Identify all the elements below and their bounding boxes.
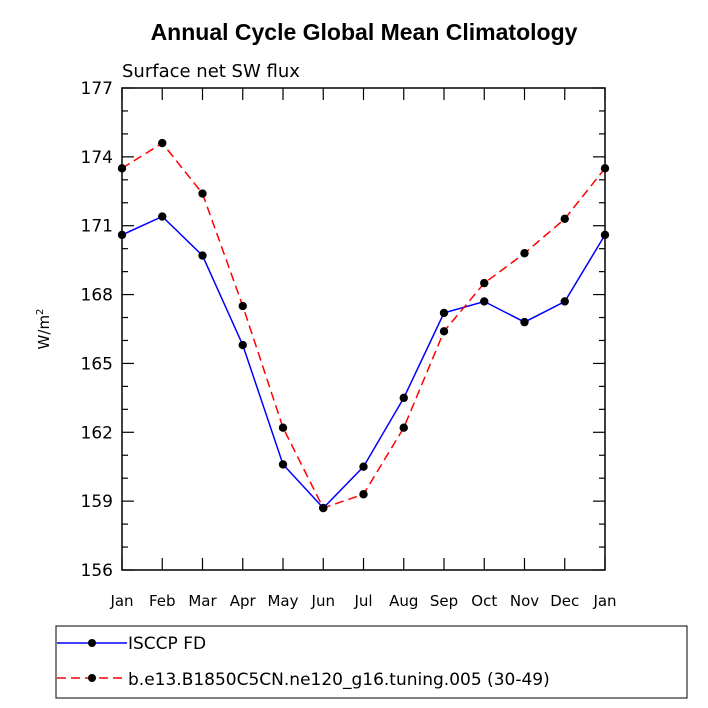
y-tick-label: 174 [81, 148, 113, 168]
data-point-s1 [600, 164, 610, 173]
x-tick-label: Nov [510, 592, 539, 610]
data-point-s1 [158, 138, 167, 148]
x-tick-label: May [267, 592, 298, 610]
y-axis-label-text: W/m [35, 315, 53, 350]
legend-frame [55, 625, 688, 699]
data-point-s0 [198, 251, 207, 260]
legend-marker-isccp [88, 639, 96, 647]
x-tick-label: Aug [389, 592, 418, 610]
x-tick-label: Sep [430, 592, 458, 610]
data-point-s1 [198, 189, 207, 198]
data-point-s1 [520, 249, 529, 258]
data-point-s1 [399, 423, 408, 432]
data-point-s1 [560, 214, 569, 224]
y-tick-label: 168 [81, 286, 113, 306]
data-point-s0 [117, 230, 127, 240]
x-tick-label: Feb [149, 592, 176, 610]
series-line-1 [121, 142, 606, 509]
x-tick-label: Jun [311, 592, 335, 610]
data-point-s1 [238, 301, 247, 311]
y-tick-label: 162 [81, 423, 113, 443]
y-tick-label: 156 [81, 561, 113, 581]
plot-area: 156 159 162 165 168 171 174 177 Jan Feb Mar Apr May… [81, 79, 617, 610]
y-tick-label: 177 [81, 79, 113, 99]
legend-label-model: b.e13.B1850C5CN.ne120_g16.tuning.005 (30… [128, 670, 550, 690]
x-tick-label: Apr [230, 592, 257, 610]
x-tick-label: Jan [592, 592, 616, 610]
chart-subtitle: Surface net SW flux [122, 61, 300, 82]
legend: ISCCP FD b.e13.B1850C5CN.ne120_g16.tunin… [55, 625, 688, 699]
series-lines [121, 142, 606, 510]
data-point-s1 [319, 503, 328, 513]
x-tick-label: Jul [353, 592, 372, 610]
legend-label-isccp: ISCCP FD [128, 634, 206, 654]
y-axis-label-sup: 2 [35, 309, 46, 315]
y-tick-label: 159 [81, 492, 113, 512]
data-point-s1 [439, 327, 449, 336]
y-tick-label: 171 [81, 217, 113, 237]
data-point-s0 [480, 297, 489, 306]
data-point-s1 [359, 490, 368, 499]
data-point-s0 [278, 460, 288, 469]
axis-ticks [121, 87, 606, 571]
data-point-s1 [480, 278, 489, 288]
data-point-s0 [560, 297, 569, 306]
chart-title: Annual Cycle Global Mean Climatology [151, 19, 578, 45]
y-tick-label: 165 [81, 354, 113, 374]
data-point-s0 [600, 230, 610, 240]
data-point-s1 [278, 423, 288, 432]
x-tick-label: Dec [550, 592, 579, 610]
y-tick-labels: 156 159 162 165 168 171 174 177 [81, 79, 113, 581]
data-point-s0 [520, 317, 529, 327]
data-point-s0 [238, 340, 247, 350]
x-tick-labels: Jan Feb Mar Apr May Jun Jul Aug Sep Oct Nov Dec Jan [109, 592, 616, 610]
data-point-s0 [439, 308, 449, 318]
data-point-s0 [359, 462, 368, 471]
x-tick-label: Jan [109, 592, 133, 610]
y-axis-label: W/m2 [35, 309, 53, 350]
x-tick-label: Mar [188, 592, 217, 610]
series-markers [117, 138, 610, 513]
x-tick-label: Oct [471, 592, 497, 610]
data-point-s0 [399, 393, 408, 403]
data-point-s1 [117, 164, 127, 173]
legend-marker-model [88, 674, 96, 682]
data-point-s0 [158, 212, 167, 221]
